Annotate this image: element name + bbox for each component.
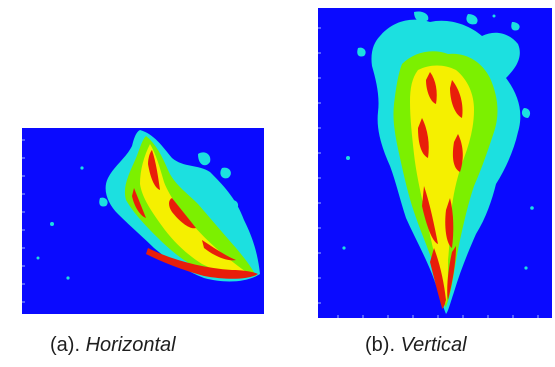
- caption-label-a: (a).: [50, 334, 86, 356]
- vertical-field-plot: [318, 8, 552, 318]
- field-region-high: [410, 65, 474, 304]
- flame-image-vertical: [318, 8, 552, 318]
- axis-ticks-left: [22, 139, 25, 303]
- flame-image-horizontal: [22, 128, 264, 314]
- axis-ticks-left: [318, 27, 321, 304]
- field-wisps: [36, 152, 239, 280]
- caption-horizontal: (a). Horizontal: [50, 334, 176, 357]
- caption-term-a: Horizontal: [85, 334, 176, 356]
- axis-ticks-bottom: [337, 315, 539, 318]
- caption-label-b: (b).: [365, 334, 401, 356]
- caption-vertical: (b). Vertical: [365, 334, 467, 357]
- field-wisps: [342, 11, 534, 270]
- field-region-peak: [132, 150, 258, 279]
- field-region-peak: [418, 72, 463, 309]
- horizontal-field-plot: [22, 128, 264, 314]
- caption-term-b: Vertical: [400, 334, 467, 356]
